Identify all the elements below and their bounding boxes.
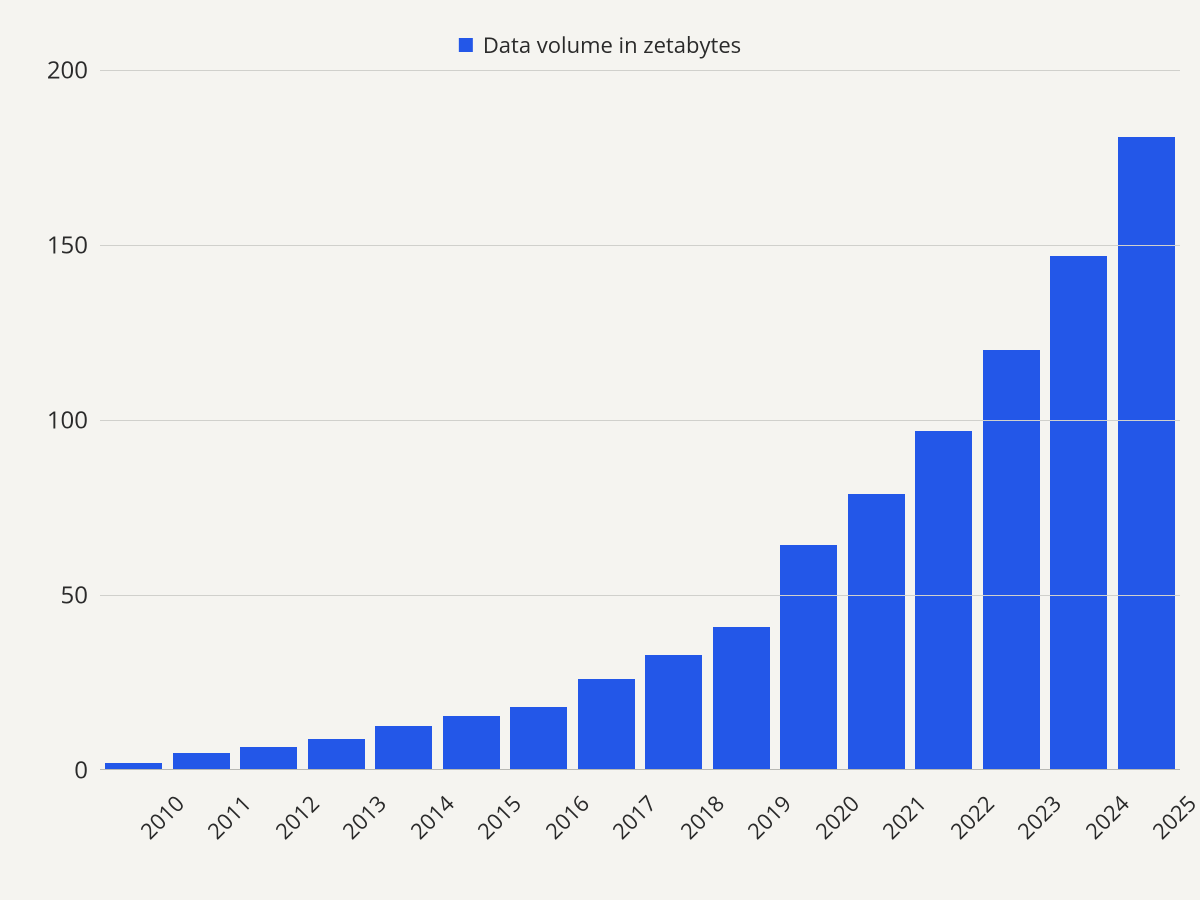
x-tick-label: 2023 — [998, 776, 1068, 846]
x-tick-label: 2011 — [188, 776, 258, 846]
x-tick-label: 2014 — [391, 776, 461, 846]
x-tick-label: 2010 — [121, 776, 191, 846]
x-tick-label: 2022 — [931, 776, 1001, 846]
legend-label: Data volume in zetabytes — [483, 30, 741, 60]
x-tick-label: 2012 — [256, 776, 326, 846]
x-tick-label: 2015 — [458, 776, 528, 846]
x-tick-label: 2020 — [796, 776, 866, 846]
bar — [848, 494, 905, 771]
x-tick-label: 2024 — [1066, 776, 1136, 846]
chart-container: Data volume in zetabytes 201020112012201… — [0, 0, 1200, 900]
bar — [780, 545, 837, 770]
x-tick-label: 2019 — [728, 776, 798, 846]
bar — [510, 707, 567, 770]
x-tick-label: 2016 — [526, 776, 596, 846]
x-tick-label: 2018 — [661, 776, 731, 846]
gridline — [100, 245, 1180, 246]
bar — [240, 747, 297, 770]
x-tick-label: 2013 — [323, 776, 393, 846]
y-tick-label: 150 — [47, 229, 88, 262]
chart-legend: Data volume in zetabytes — [459, 30, 741, 60]
y-tick-label: 50 — [61, 579, 88, 612]
gridline — [100, 595, 1180, 596]
bar — [713, 627, 770, 771]
bar — [915, 431, 972, 771]
gridline — [100, 70, 1180, 71]
bar — [173, 753, 230, 771]
bar — [308, 739, 365, 771]
legend-marker — [459, 38, 473, 52]
y-tick-label: 0 — [74, 754, 88, 787]
bar — [375, 726, 432, 770]
y-tick-label: 200 — [47, 54, 88, 87]
bar — [983, 350, 1040, 770]
bar — [1118, 137, 1175, 771]
gridline — [100, 420, 1180, 421]
bar — [578, 679, 635, 770]
x-tick-label: 2017 — [593, 776, 663, 846]
bar — [645, 655, 702, 771]
x-tick-label: 2025 — [1133, 776, 1200, 846]
bar — [443, 716, 500, 770]
bar — [1050, 256, 1107, 771]
x-tick-label: 2021 — [863, 776, 933, 846]
x-axis-baseline — [100, 769, 1180, 770]
plot-area: 2010201120122013201420152016201720182019… — [100, 70, 1180, 770]
y-tick-label: 100 — [47, 404, 88, 437]
